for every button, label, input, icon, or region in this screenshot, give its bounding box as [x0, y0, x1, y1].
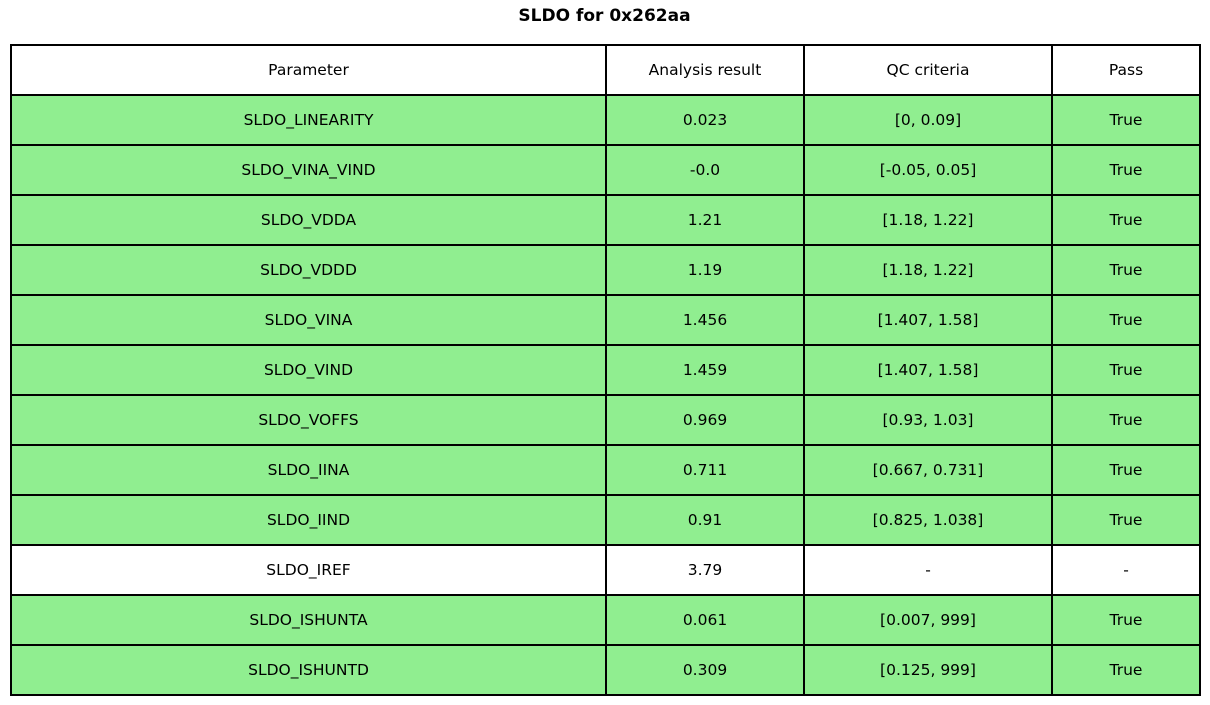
- qc-criteria-cell: [0.125, 999]: [803, 644, 1053, 696]
- column-header-parameter: Parameter: [10, 44, 607, 96]
- analysis-result-cell: 0.969: [605, 394, 805, 446]
- table-row: SLDO_ISHUNTA 0.061 [0.007, 999] True: [10, 594, 1201, 646]
- column-header-pass: Pass: [1051, 44, 1201, 96]
- analysis-result-cell: 0.023: [605, 94, 805, 146]
- qc-criteria-cell: [1.407, 1.58]: [803, 344, 1053, 396]
- pass-cell: True: [1051, 394, 1201, 446]
- qc-criteria-cell: -: [803, 544, 1053, 596]
- parameter-cell: SLDO_ISHUNTD: [10, 644, 607, 696]
- parameter-cell: SLDO_VOFFS: [10, 394, 607, 446]
- analysis-result-cell: 1.19: [605, 244, 805, 296]
- pass-cell: True: [1051, 244, 1201, 296]
- analysis-result-cell: 1.21: [605, 194, 805, 246]
- pass-cell: True: [1051, 294, 1201, 346]
- table-body: SLDO_LINEARITY 0.023 [0, 0.09] True SLDO…: [10, 94, 1201, 696]
- parameter-cell: SLDO_VIND: [10, 344, 607, 396]
- analysis-result-cell: 0.711: [605, 444, 805, 496]
- qc-criteria-cell: [0.007, 999]: [803, 594, 1053, 646]
- parameter-cell: SLDO_VDDD: [10, 244, 607, 296]
- table-row: SLDO_IINA 0.711 [0.667, 0.731] True: [10, 444, 1201, 496]
- table-row: SLDO_LINEARITY 0.023 [0, 0.09] True: [10, 94, 1201, 146]
- table-row: SLDO_VIND 1.459 [1.407, 1.58] True: [10, 344, 1201, 396]
- table-header: Parameter Analysis result QC criteria Pa…: [10, 44, 1201, 96]
- pass-cell: True: [1051, 344, 1201, 396]
- qc-criteria-cell: [0.667, 0.731]: [803, 444, 1053, 496]
- pass-cell: True: [1051, 444, 1201, 496]
- pass-cell: True: [1051, 594, 1201, 646]
- parameter-cell: SLDO_IINA: [10, 444, 607, 496]
- pass-cell: -: [1051, 544, 1201, 596]
- figure-title: SLDO for 0x262aa: [518, 6, 691, 26]
- header-row: Parameter Analysis result QC criteria Pa…: [10, 44, 1201, 96]
- table-row: SLDO_IIND 0.91 [0.825, 1.038] True: [10, 494, 1201, 546]
- parameter-cell: SLDO_IIND: [10, 494, 607, 546]
- qc-criteria-cell: [1.18, 1.22]: [803, 244, 1053, 296]
- table-row: SLDO_VOFFS 0.969 [0.93, 1.03] True: [10, 394, 1201, 446]
- pass-cell: True: [1051, 494, 1201, 546]
- analysis-result-cell: -0.0: [605, 144, 805, 196]
- table-row: SLDO_VINA_VIND -0.0 [-0.05, 0.05] True: [10, 144, 1201, 196]
- qc-criteria-cell: [1.407, 1.58]: [803, 294, 1053, 346]
- qc-criteria-cell: [-0.05, 0.05]: [803, 144, 1053, 196]
- table-row: SLDO_VDDA 1.21 [1.18, 1.22] True: [10, 194, 1201, 246]
- analysis-result-cell: 1.459: [605, 344, 805, 396]
- qc-criteria-cell: [1.18, 1.22]: [803, 194, 1053, 246]
- parameter-cell: SLDO_VINA: [10, 294, 607, 346]
- analysis-result-cell: 0.309: [605, 644, 805, 696]
- pass-cell: True: [1051, 144, 1201, 196]
- qc-results-table: Parameter Analysis result QC criteria Pa…: [10, 44, 1201, 696]
- parameter-cell: SLDO_IREF: [10, 544, 607, 596]
- pass-cell: True: [1051, 644, 1201, 696]
- qc-criteria-cell: [0.93, 1.03]: [803, 394, 1053, 446]
- analysis-result-cell: 0.91: [605, 494, 805, 546]
- table-row: SLDO_ISHUNTD 0.309 [0.125, 999] True: [10, 644, 1201, 696]
- pass-cell: True: [1051, 194, 1201, 246]
- analysis-result-cell: 1.456: [605, 294, 805, 346]
- qc-criteria-cell: [0, 0.09]: [803, 94, 1053, 146]
- parameter-cell: SLDO_VDDA: [10, 194, 607, 246]
- table-row: SLDO_IREF 3.79 - -: [10, 544, 1201, 596]
- pass-cell: True: [1051, 94, 1201, 146]
- table-row: SLDO_VDDD 1.19 [1.18, 1.22] True: [10, 244, 1201, 296]
- qc-criteria-cell: [0.825, 1.038]: [803, 494, 1053, 546]
- parameter-cell: SLDO_VINA_VIND: [10, 144, 607, 196]
- table-row: SLDO_VINA 1.456 [1.407, 1.58] True: [10, 294, 1201, 346]
- parameter-cell: SLDO_ISHUNTA: [10, 594, 607, 646]
- parameter-cell: SLDO_LINEARITY: [10, 94, 607, 146]
- column-header-qc-criteria: QC criteria: [803, 44, 1053, 96]
- analysis-result-cell: 3.79: [605, 544, 805, 596]
- analysis-result-cell: 0.061: [605, 594, 805, 646]
- column-header-analysis-result: Analysis result: [605, 44, 805, 96]
